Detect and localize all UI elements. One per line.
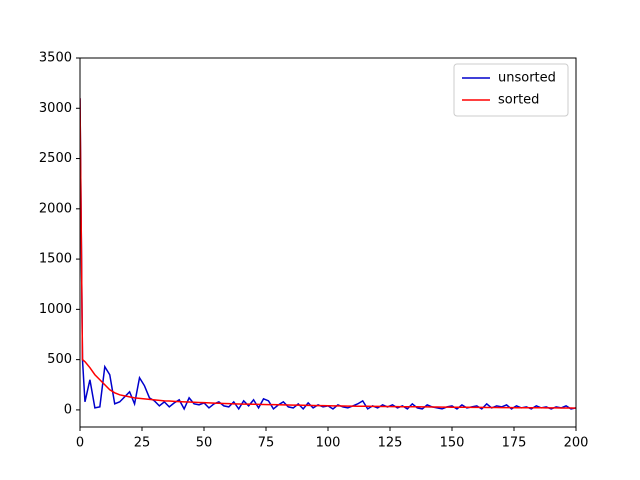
line-series	[80, 98, 576, 411]
x-tick-label: 150	[440, 436, 465, 451]
x-tick-label: 100	[316, 436, 341, 451]
legend-box	[453, 63, 569, 117]
plot-frame	[79, 57, 577, 428]
y-tick-label: 1000	[39, 302, 72, 317]
x-tick-label: 75	[258, 436, 275, 451]
legend-label: sorted	[498, 93, 539, 108]
legend-label: unsorted	[498, 71, 556, 86]
x-tick-label: 125	[378, 436, 403, 451]
x-tick-label: 25	[134, 436, 151, 451]
y-tick-label: 2000	[39, 201, 72, 216]
y-tick-label: 3500	[39, 51, 72, 66]
x-tick-label: 50	[196, 436, 213, 451]
x-tick-label: 175	[502, 436, 527, 451]
y-tick-label: 2500	[39, 151, 72, 166]
x-tick-label: 0	[76, 436, 84, 451]
y-tick-label: 1500	[39, 252, 72, 267]
y-tick-label: 3000	[39, 101, 72, 116]
y-tick-label: 0	[64, 402, 72, 417]
x-tick-label: 200	[564, 436, 589, 451]
line-series	[80, 98, 576, 409]
y-tick-label: 500	[47, 352, 72, 367]
